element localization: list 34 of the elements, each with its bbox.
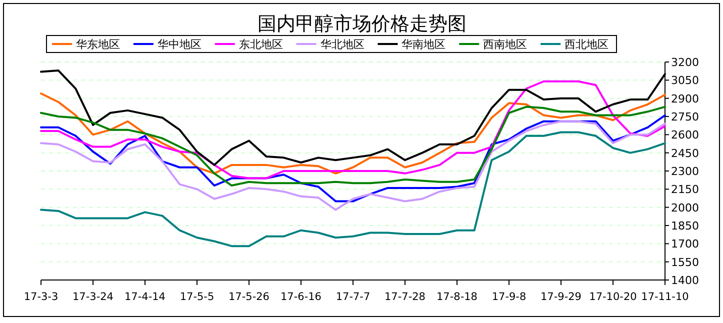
y-tick-label: 2150 [671, 183, 699, 196]
legend-label: 华东地区 [76, 38, 120, 51]
y-tick-label: 3050 [671, 74, 699, 88]
y-tick-label: 2600 [671, 128, 699, 142]
x-tick-label: 17-5-26 [228, 291, 270, 303]
y-tick-label: 1550 [671, 256, 699, 269]
y-tick-label: 1400 [671, 274, 699, 287]
x-tick-label: 17-6-16 [280, 291, 322, 303]
legend-label: 华南地区 [402, 38, 446, 51]
y-tick-label: 1850 [671, 220, 699, 232]
x-tick-label: 17-10-20 [589, 291, 637, 303]
y-tick-label: 2900 [671, 92, 699, 106]
x-tick-label: 17-7-7 [336, 291, 370, 303]
x-tick-label: 17-3-24 [72, 291, 114, 303]
x-tick-label: 17-5-5 [180, 291, 214, 303]
y-tick-label: 2450 [671, 146, 699, 160]
legend-label: 华中地区 [157, 38, 202, 51]
legend-label: 东北地区 [238, 38, 283, 51]
y-tick-label: 1700 [671, 238, 699, 251]
x-tick-label: 17-4-14 [124, 291, 166, 303]
x-tick-label: 17-8-18 [436, 291, 478, 303]
y-tick-label: 2750 [671, 110, 699, 124]
x-tick-label: 17-11-10 [641, 291, 689, 303]
legend-label: 西南地区 [483, 38, 528, 51]
x-tick-label: 17-9-8 [492, 291, 526, 303]
title: 国内甲醇市场价格走势图 [258, 13, 466, 35]
x-tick-label: 17-9-29 [540, 291, 582, 303]
y-tick-label: 3200 [671, 56, 699, 69]
legend-label: 华北地区 [320, 38, 364, 51]
x-tick-label: 17-3-3 [24, 291, 58, 303]
y-tick-label: 2300 [671, 165, 699, 178]
x-tick-label: 17-7-28 [384, 291, 426, 303]
y-tick-label: 2000 [671, 201, 699, 214]
legend-label: 西北地区 [564, 38, 609, 51]
